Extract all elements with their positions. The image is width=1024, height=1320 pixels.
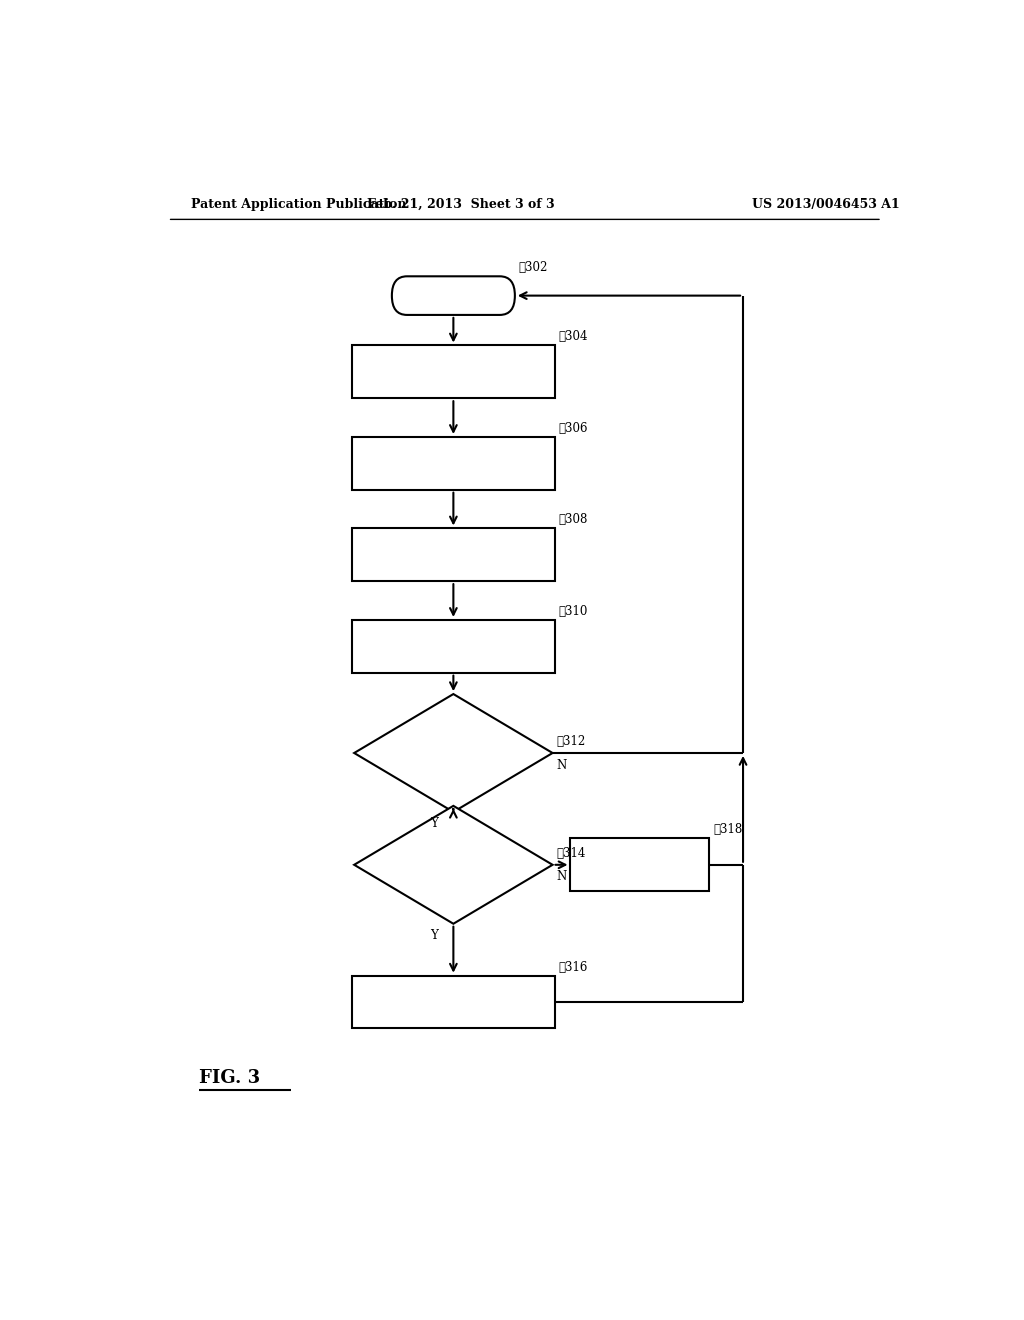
FancyBboxPatch shape <box>352 437 555 490</box>
Text: US 2013/0046453 A1: US 2013/0046453 A1 <box>753 198 900 211</box>
Text: Y: Y <box>430 929 437 942</box>
Text: ⌞318: ⌞318 <box>714 824 742 837</box>
Text: N: N <box>556 870 567 883</box>
Text: FIG. 3: FIG. 3 <box>200 1069 260 1088</box>
FancyBboxPatch shape <box>570 838 710 891</box>
FancyBboxPatch shape <box>352 346 555 399</box>
Text: ⌞306: ⌞306 <box>558 422 588 434</box>
Text: ⌞312: ⌞312 <box>556 735 586 748</box>
Text: Feb. 21, 2013  Sheet 3 of 3: Feb. 21, 2013 Sheet 3 of 3 <box>368 198 555 211</box>
Text: ⌞314: ⌞314 <box>556 846 586 859</box>
Text: Patent Application Publication: Patent Application Publication <box>191 198 407 211</box>
Text: N: N <box>556 759 567 772</box>
Text: ⌞316: ⌞316 <box>558 961 588 974</box>
FancyBboxPatch shape <box>392 276 515 315</box>
FancyBboxPatch shape <box>352 620 555 673</box>
Polygon shape <box>354 805 553 924</box>
Text: Y: Y <box>430 817 437 830</box>
FancyBboxPatch shape <box>352 975 555 1028</box>
Text: ⌞310: ⌞310 <box>558 605 588 618</box>
Text: ⌞304: ⌞304 <box>558 330 588 343</box>
FancyBboxPatch shape <box>352 528 555 581</box>
Polygon shape <box>354 694 553 812</box>
Text: ⌞308: ⌞308 <box>558 513 588 527</box>
Text: ⌞302: ⌞302 <box>519 261 548 275</box>
